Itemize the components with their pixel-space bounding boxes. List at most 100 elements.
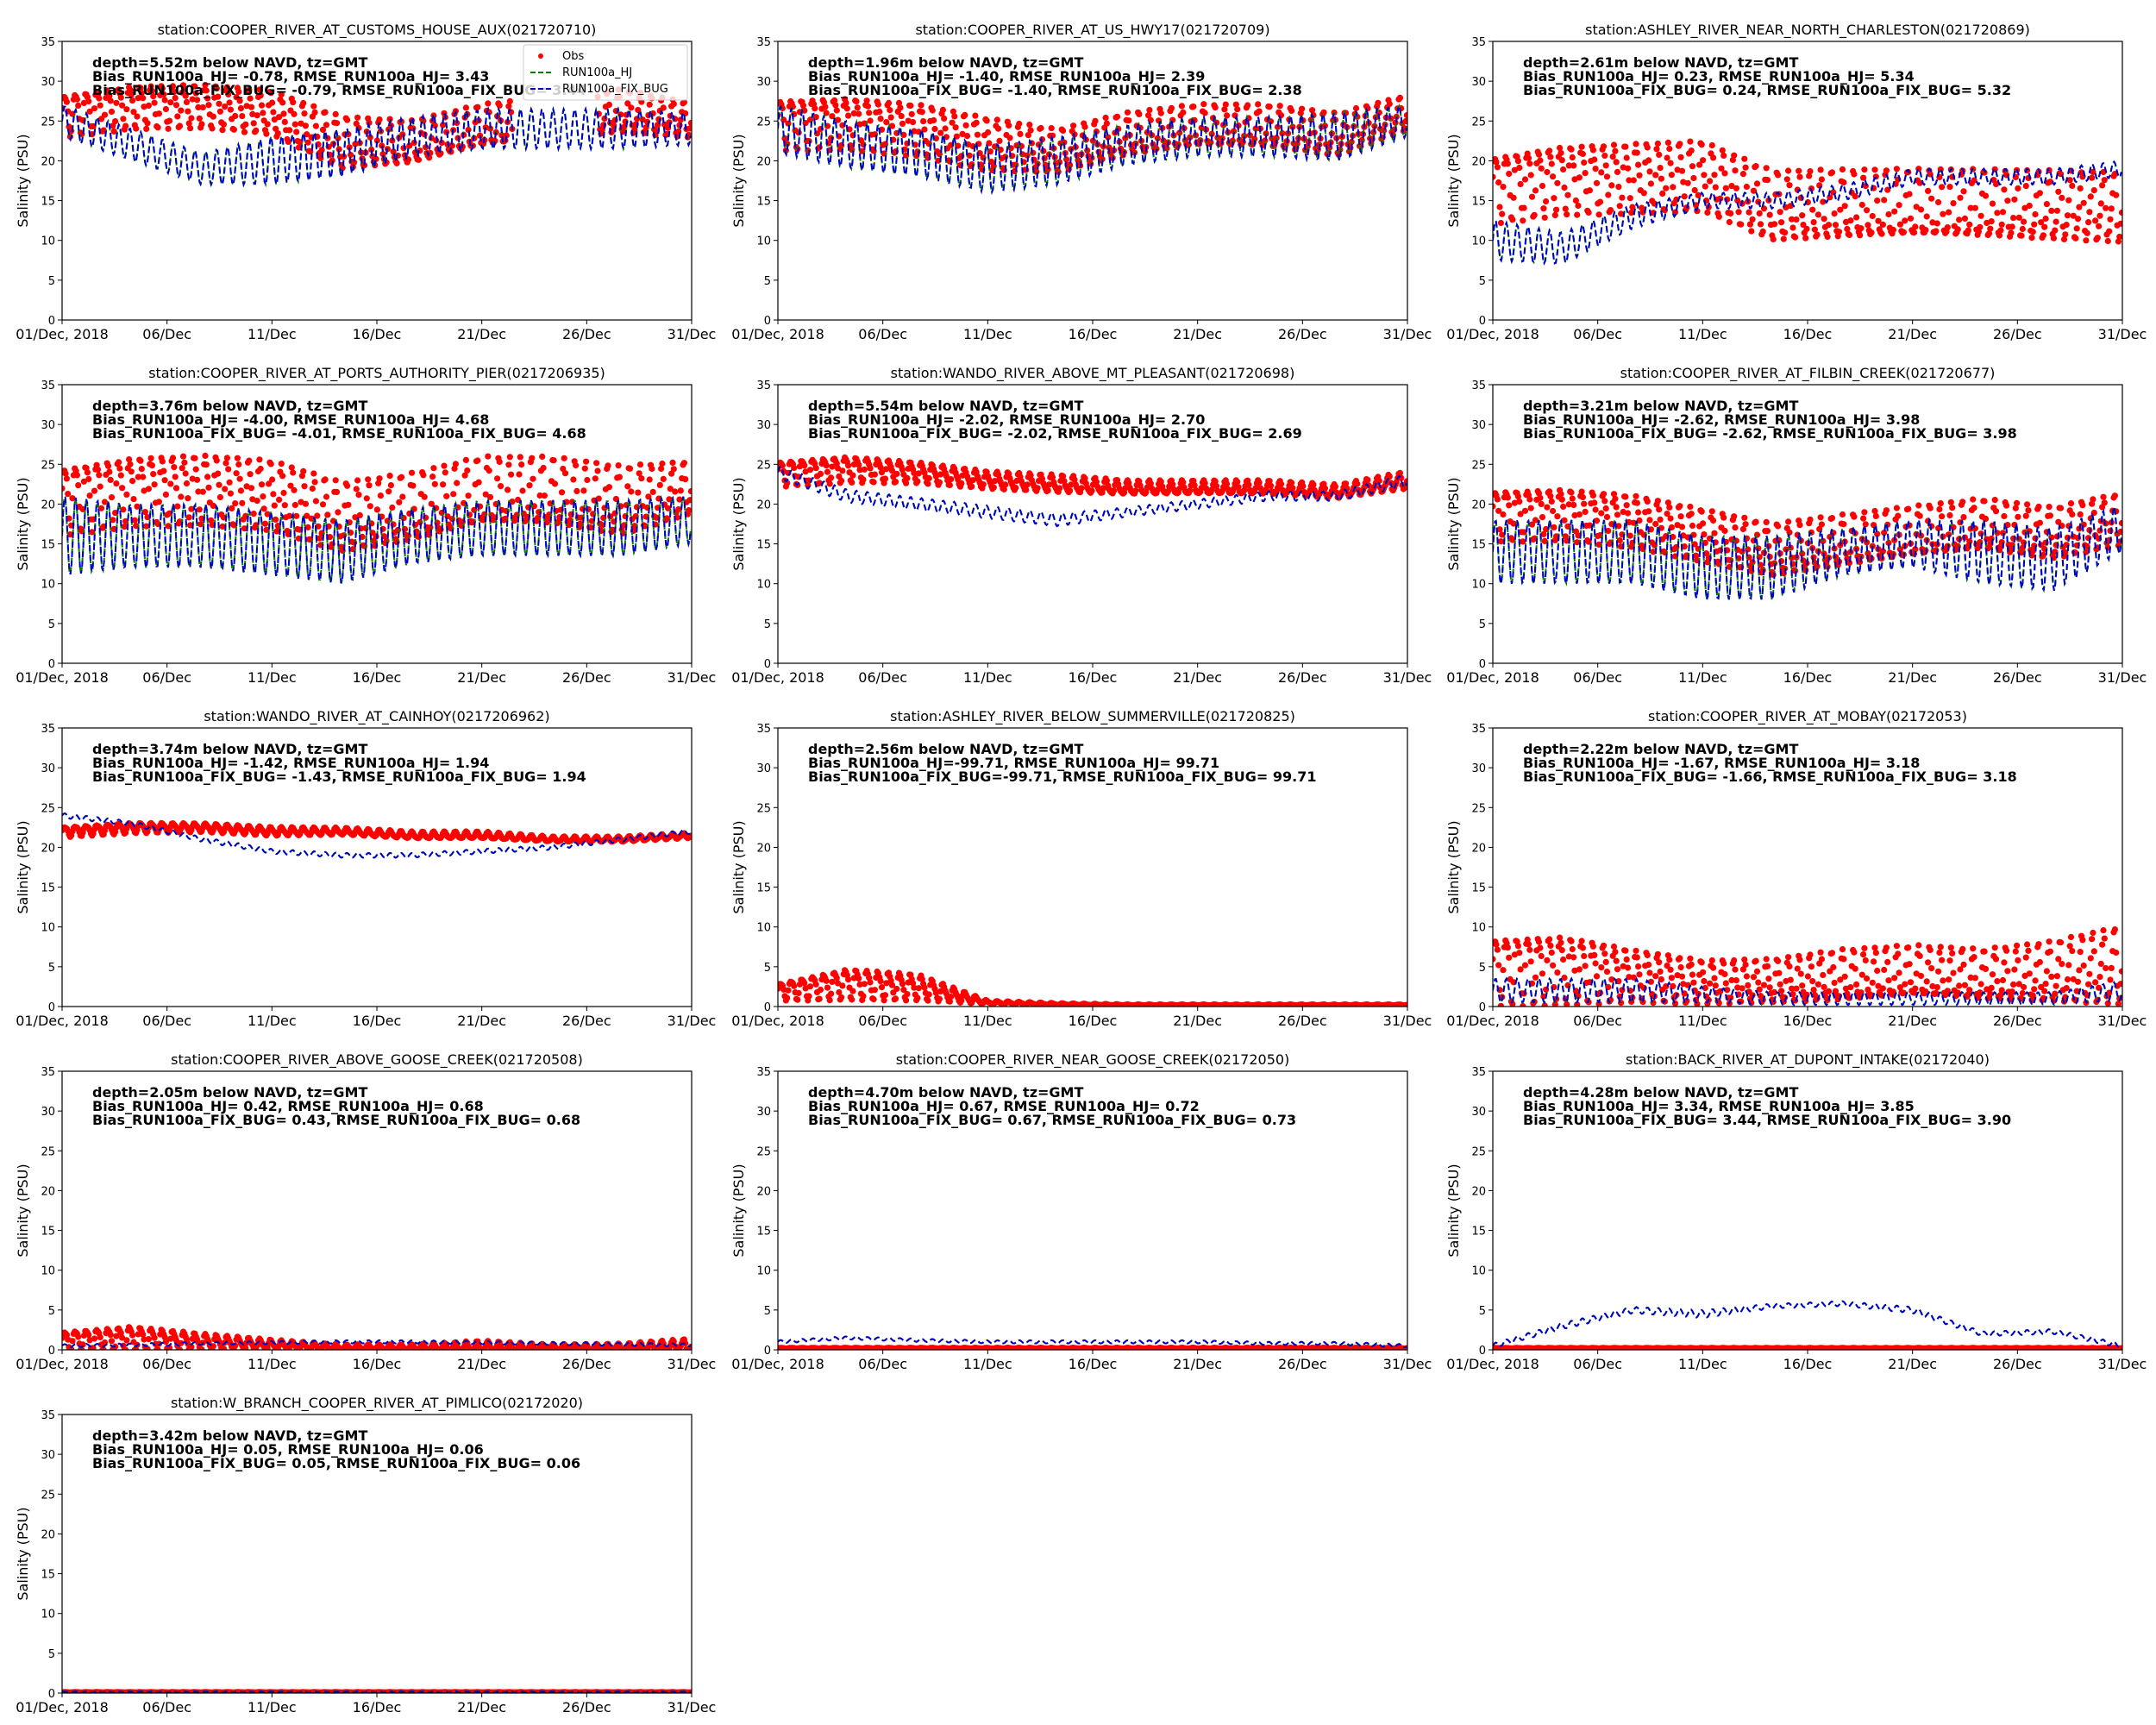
obs-point	[1551, 195, 1557, 202]
obs-point	[1742, 961, 1749, 969]
obs-point	[1793, 216, 1800, 223]
obs-point	[122, 122, 129, 129]
obs-point	[1869, 979, 1876, 986]
obs-point	[1267, 482, 1275, 489]
x-tick-label: 11/Dec	[1678, 669, 1727, 686]
obs-point	[1864, 975, 1871, 982]
obs-point	[2106, 228, 2113, 235]
obs-point	[1657, 165, 1664, 172]
y-tick-label: 0	[48, 1001, 55, 1014]
obs-point	[1711, 530, 1718, 536]
obs-point	[581, 465, 588, 472]
obs-point	[1817, 949, 1824, 956]
obs-point	[1544, 168, 1551, 176]
obs-point	[1178, 103, 1185, 110]
obs-point	[1794, 965, 1801, 972]
obs-point	[1558, 947, 1565, 954]
obs-point	[319, 126, 327, 133]
obs-point	[496, 102, 503, 109]
obs-point	[2029, 229, 2036, 235]
obs-point	[223, 84, 230, 91]
obs-point	[1067, 487, 1074, 494]
obs-point	[866, 110, 873, 116]
obs-point	[1255, 101, 1262, 108]
y-tick-label: 30	[1471, 762, 1486, 775]
obs-point	[107, 97, 114, 104]
obs-point	[216, 493, 223, 501]
obs-point	[1727, 994, 1734, 1001]
obs-point	[936, 479, 943, 486]
obs-point	[1551, 524, 1557, 531]
obs-point	[1509, 536, 1516, 543]
x-tick-label: 01/Dec, 2018	[1446, 326, 1539, 342]
obs-point	[1654, 950, 1661, 957]
obs-point	[503, 132, 510, 139]
obs-point	[1927, 505, 1934, 511]
obs-point	[2077, 185, 2084, 191]
obs-point	[140, 474, 147, 480]
obs-point	[1764, 177, 1771, 184]
obs-point	[1526, 946, 1533, 953]
obs-point	[1000, 486, 1007, 492]
obs-point	[1802, 235, 1809, 242]
obs-point	[2064, 212, 2071, 219]
obs-point	[236, 97, 243, 104]
obs-point	[1100, 485, 1106, 492]
obs-point	[1881, 197, 1888, 204]
obs-point	[812, 105, 818, 112]
y-tick-label: 0	[48, 315, 55, 328]
obs-point	[1633, 141, 1639, 147]
obs-point	[1591, 951, 1598, 958]
obs-point	[256, 456, 263, 463]
y-tick-label: 25	[1471, 802, 1486, 815]
obs-point	[828, 474, 835, 481]
obs-point	[1667, 160, 1674, 166]
obs-point	[1807, 516, 1814, 524]
obs-point	[1593, 518, 1601, 524]
obs-point	[1565, 162, 1572, 169]
y-tick-label: 0	[764, 1001, 771, 1014]
obs-point	[398, 474, 405, 480]
obs-point	[1081, 123, 1088, 130]
obs-point	[2052, 227, 2059, 234]
obs-point	[167, 99, 174, 106]
obs-point	[937, 129, 944, 136]
obs-point	[1796, 522, 1803, 529]
obs-point	[1546, 936, 1553, 943]
obs-point	[812, 981, 819, 988]
obs-point	[2111, 492, 2118, 499]
obs-point	[580, 487, 587, 494]
x-tick-label: 21/Dec	[1173, 1013, 1222, 1029]
obs-point	[863, 97, 870, 104]
obs-point	[667, 486, 674, 492]
obs-point	[963, 133, 971, 140]
obs-point	[270, 491, 277, 498]
obs-point	[829, 113, 836, 120]
obs-point	[192, 466, 199, 473]
obs-point	[686, 497, 692, 504]
obs-point	[1824, 233, 1831, 241]
obs-point	[1771, 988, 1778, 996]
obs-point	[1572, 197, 1579, 204]
obs-point	[801, 462, 808, 469]
obs-point	[806, 983, 814, 990]
obs-point	[1828, 515, 1836, 522]
obs-point	[1124, 109, 1131, 116]
obs-point	[1916, 512, 1923, 519]
obs-point	[682, 476, 689, 483]
obs-point	[274, 130, 281, 137]
obs-point	[143, 523, 150, 530]
obs-point	[80, 478, 87, 485]
y-tick-label: 10	[756, 579, 771, 592]
obs-point	[117, 472, 124, 479]
obs-point	[1718, 165, 1725, 172]
obs-point	[264, 121, 271, 128]
obs-point	[1565, 501, 1572, 508]
obs-point	[670, 466, 677, 473]
obs-point	[144, 120, 151, 127]
obs-point	[379, 151, 386, 158]
obs-point	[1068, 481, 1075, 488]
obs-point	[2019, 225, 2026, 233]
obs-point	[1546, 488, 1553, 495]
obs-point	[1002, 154, 1009, 160]
